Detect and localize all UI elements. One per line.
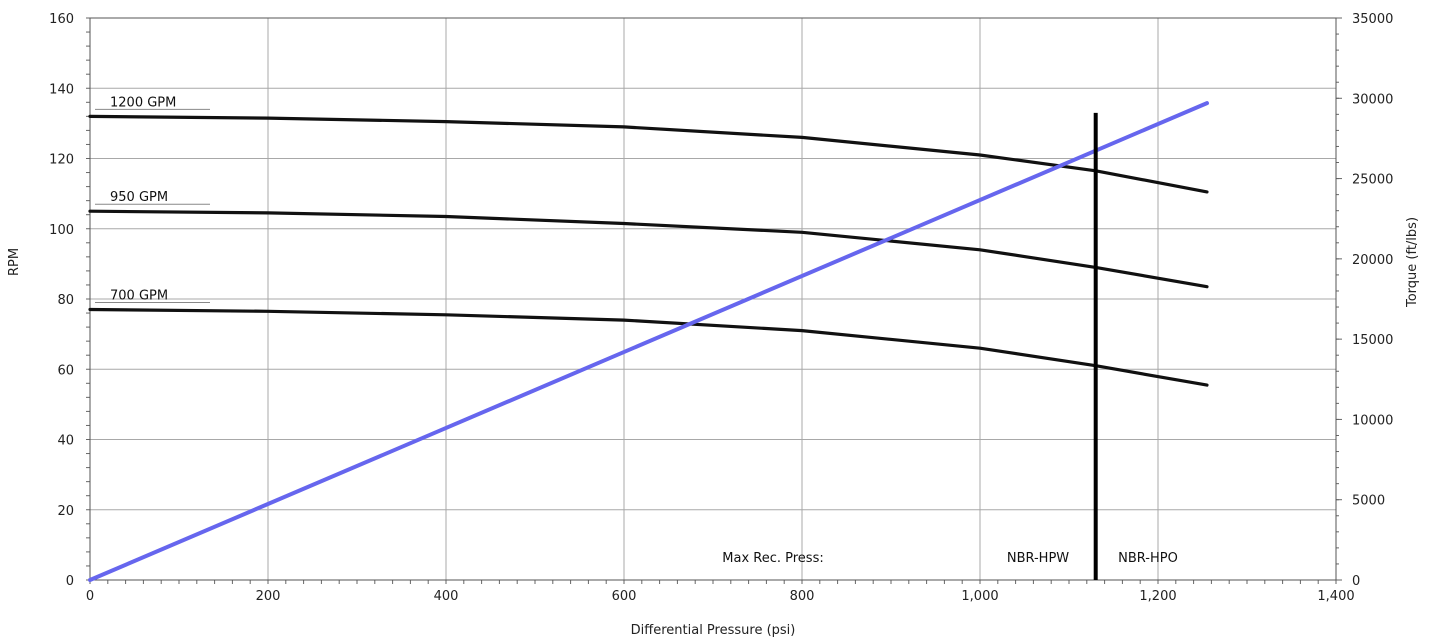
y2-tick-label: 20000	[1352, 253, 1393, 268]
nbr-hpo-label: NBR-HPO	[1118, 551, 1178, 566]
y2-tick-label: 30000	[1352, 92, 1393, 107]
x-tick-label: 0	[86, 589, 94, 604]
x-tick-label: 1,200	[1139, 589, 1176, 604]
y-axis-title: RPM	[7, 248, 22, 276]
y-tick-label: 140	[49, 82, 74, 97]
y-tick-label: 0	[66, 574, 74, 589]
max-rec-press-label: Max Rec. Press:	[722, 551, 823, 566]
series-label-700-gpm: 700 GPM	[110, 289, 168, 304]
plot-border	[89, 17, 1337, 581]
x-tick-label: 200	[256, 589, 281, 604]
y2-axis-title: Torque (ft/lbs)	[1405, 217, 1420, 308]
x-tick-label: 600	[612, 589, 637, 604]
y2-tick-label: 0	[1352, 574, 1360, 589]
y-tick-label: 100	[49, 223, 74, 238]
labels: 0 200 400 600 800 1,000 1,200 1,400020406080100…	[49, 12, 1393, 604]
axes	[86, 17, 1342, 584]
y-tick-label: 120	[49, 153, 74, 168]
y2-tick-label: 25000	[1352, 173, 1393, 188]
series-lines	[88, 101, 1209, 582]
x-tick-label: 800	[790, 589, 815, 604]
series-line-torque	[88, 101, 1209, 582]
x-tick-label: 400	[434, 589, 459, 604]
y2-tick-label: 5000	[1352, 494, 1385, 509]
x-axis-title: Differential Pressure (psi)	[631, 623, 796, 638]
y-tick-label: 80	[57, 293, 74, 308]
series-line-950-gpm	[88, 209, 1209, 289]
y-tick-label: 40	[57, 434, 74, 449]
y2-tick-label: 35000	[1352, 12, 1393, 27]
y-tick-label: 20	[57, 504, 74, 519]
y2-tick-label: 15000	[1352, 333, 1393, 348]
nbr-hpw-label: NBR-HPW	[1007, 551, 1069, 566]
series-line-1200-gpm	[88, 114, 1209, 194]
series-label-1200-gpm: 1200 GPM	[110, 95, 176, 110]
x-tick-label: 1,400	[1317, 589, 1354, 604]
series-label-950-gpm: 950 GPM	[110, 190, 168, 205]
y2-tick-label: 10000	[1352, 413, 1393, 428]
x-tick-label: 1,000	[961, 589, 998, 604]
y-tick-label: 60	[57, 363, 74, 378]
y-tick-label: 160	[49, 12, 74, 27]
series-line-700-gpm	[88, 307, 1209, 387]
